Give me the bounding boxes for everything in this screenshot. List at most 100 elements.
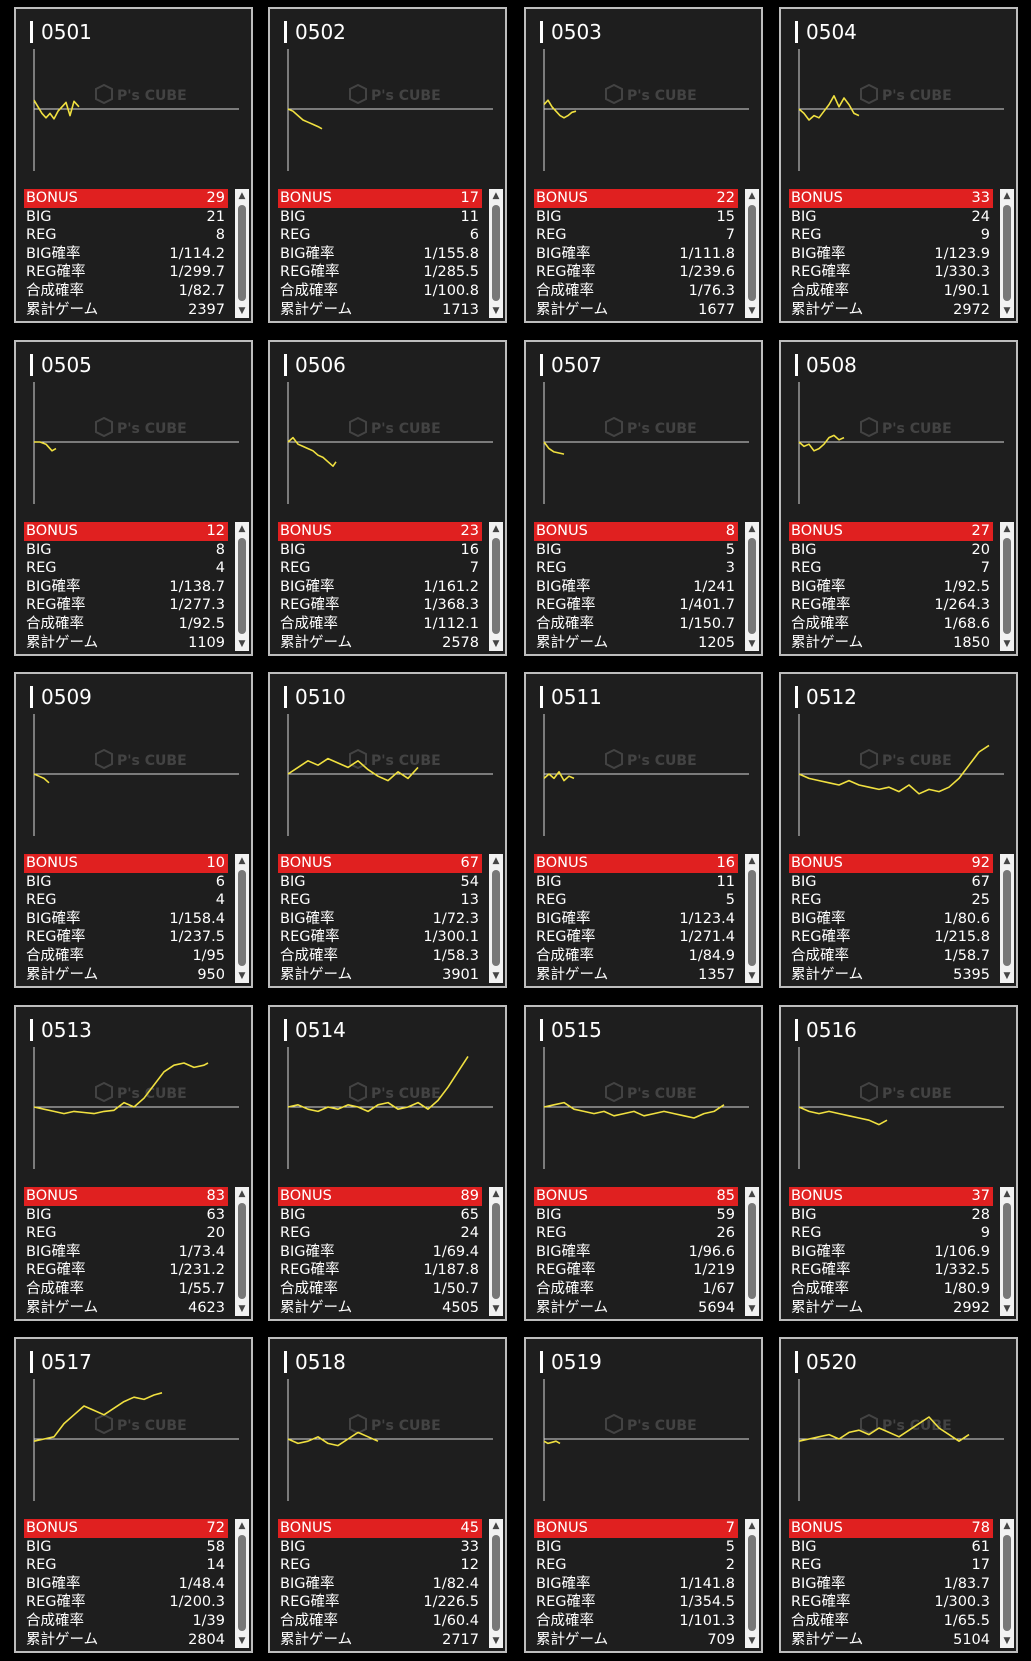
machine-card[interactable]: 0503 P's CUBE BONUS 22 BIG 15 REG 7 BIG確率 1/111.8…	[524, 7, 763, 323]
scroll-thumb[interactable]	[238, 1535, 246, 1631]
triangle-up-icon[interactable]: ▲	[238, 191, 246, 201]
triangle-down-icon[interactable]: ▼	[492, 1636, 500, 1646]
machine-card[interactable]: 0507 P's CUBE BONUS 8 BIG 5 REG 3 BIG確率 1/241 REG確…	[524, 340, 763, 656]
scroll-thumb[interactable]	[1003, 205, 1011, 301]
triangle-up-icon[interactable]: ▲	[1003, 191, 1011, 201]
machine-card[interactable]: 0504 P's CUBE BONUS 33 BIG 24 REG 9 BIG確率 1/123.9…	[779, 7, 1018, 323]
scroll-thumb[interactable]	[492, 1535, 500, 1631]
machine-card[interactable]: 0515 P's CUBE BONUS 85 BIG 59 REG 26 BIG確率 1/96.6…	[524, 1005, 763, 1321]
triangle-up-icon[interactable]: ▲	[748, 191, 756, 201]
triangle-up-icon[interactable]: ▲	[1003, 856, 1011, 866]
triangle-up-icon[interactable]: ▲	[238, 856, 246, 866]
triangle-up-icon[interactable]: ▲	[1003, 1189, 1011, 1199]
triangle-up-icon[interactable]: ▲	[492, 191, 500, 201]
triangle-down-icon[interactable]: ▼	[238, 639, 246, 649]
scroll-thumb[interactable]	[1003, 538, 1011, 634]
triangle-up-icon[interactable]: ▲	[238, 1189, 246, 1199]
triangle-down-icon[interactable]: ▼	[238, 971, 246, 981]
stats-scrollbar[interactable]: ▲ ▼	[489, 1187, 503, 1316]
scroll-thumb[interactable]	[748, 1535, 756, 1631]
machine-card[interactable]: 0509 P's CUBE BONUS 10 BIG 6 REG 4 BIG確率 1/158.4 R…	[14, 672, 253, 988]
machine-card[interactable]: 0501 P's CUBE BONUS 29 BIG 21 REG 8 BIG確率 1/114.2…	[14, 7, 253, 323]
stats-scrollbar[interactable]: ▲ ▼	[489, 1519, 503, 1648]
triangle-down-icon[interactable]: ▼	[492, 639, 500, 649]
triangle-down-icon[interactable]: ▼	[238, 306, 246, 316]
stats-scrollbar[interactable]: ▲ ▼	[745, 189, 759, 318]
triangle-down-icon[interactable]: ▼	[238, 1636, 246, 1646]
machine-card[interactable]: 0519 P's CUBE BONUS 7 BIG 5 REG 2 BIG確率 1/141.8 RE…	[524, 1337, 763, 1653]
machine-card[interactable]: 0508 P's CUBE BONUS 27 BIG 20 REG 7 BIG確率 1/92.5 R…	[779, 340, 1018, 656]
stats-scrollbar[interactable]: ▲ ▼	[489, 522, 503, 651]
scroll-thumb[interactable]	[238, 870, 246, 966]
stats-scrollbar[interactable]: ▲ ▼	[1000, 1519, 1014, 1648]
triangle-down-icon[interactable]: ▼	[748, 639, 756, 649]
scroll-thumb[interactable]	[1003, 1535, 1011, 1631]
triangle-up-icon[interactable]: ▲	[1003, 524, 1011, 534]
stats-scrollbar[interactable]: ▲ ▼	[1000, 522, 1014, 651]
stats-scrollbar[interactable]: ▲ ▼	[235, 854, 249, 983]
scroll-thumb[interactable]	[238, 205, 246, 301]
stats-scrollbar[interactable]: ▲ ▼	[745, 1519, 759, 1648]
triangle-down-icon[interactable]: ▼	[492, 971, 500, 981]
scroll-thumb[interactable]	[238, 1203, 246, 1299]
triangle-down-icon[interactable]: ▼	[748, 1636, 756, 1646]
triangle-up-icon[interactable]: ▲	[492, 524, 500, 534]
machine-card[interactable]: 0520 P's CUBE BONUS 78 BIG 61 REG 17 BIG確率 1/83.7…	[779, 1337, 1018, 1653]
machine-card[interactable]: 0506 P's CUBE BONUS 23 BIG 16 REG 7 BIG確率 1/161.2…	[268, 340, 507, 656]
stats-scrollbar[interactable]: ▲ ▼	[489, 854, 503, 983]
machine-card[interactable]: 0505 P's CUBE BONUS 12 BIG 8 REG 4 BIG確率 1/138.7 R…	[14, 340, 253, 656]
machine-card[interactable]: 0518 P's CUBE BONUS 45 BIG 33 REG 12 BIG確率 1/82.4…	[268, 1337, 507, 1653]
triangle-down-icon[interactable]: ▼	[1003, 306, 1011, 316]
triangle-up-icon[interactable]: ▲	[238, 1521, 246, 1531]
stats-scrollbar[interactable]: ▲ ▼	[235, 522, 249, 651]
stats-scrollbar[interactable]: ▲ ▼	[1000, 1187, 1014, 1316]
scroll-thumb[interactable]	[748, 538, 756, 634]
machine-card[interactable]: 0517 P's CUBE BONUS 72 BIG 58 REG 14 BIG確率 1/48.4…	[14, 1337, 253, 1653]
scroll-thumb[interactable]	[238, 538, 246, 634]
stats-scrollbar[interactable]: ▲ ▼	[489, 189, 503, 318]
stats-scrollbar[interactable]: ▲ ▼	[235, 189, 249, 318]
stats-scrollbar[interactable]: ▲ ▼	[745, 854, 759, 983]
scroll-thumb[interactable]	[748, 870, 756, 966]
scroll-thumb[interactable]	[492, 1203, 500, 1299]
scroll-thumb[interactable]	[492, 870, 500, 966]
triangle-up-icon[interactable]: ▲	[748, 856, 756, 866]
stats-scrollbar[interactable]: ▲ ▼	[745, 522, 759, 651]
triangle-down-icon[interactable]: ▼	[492, 1304, 500, 1314]
stats-scrollbar[interactable]: ▲ ▼	[745, 1187, 759, 1316]
triangle-down-icon[interactable]: ▼	[492, 306, 500, 316]
scroll-thumb[interactable]	[492, 538, 500, 634]
machine-card[interactable]: 0511 P's CUBE BONUS 16 BIG 11 REG 5 BIG確率 1/123.4…	[524, 672, 763, 988]
triangle-up-icon[interactable]: ▲	[748, 1189, 756, 1199]
machine-card[interactable]: 0502 P's CUBE BONUS 17 BIG 11 REG 6 BIG確率 1/155.8…	[268, 7, 507, 323]
triangle-down-icon[interactable]: ▼	[1003, 1636, 1011, 1646]
triangle-down-icon[interactable]: ▼	[1003, 971, 1011, 981]
triangle-up-icon[interactable]: ▲	[492, 1189, 500, 1199]
machine-card[interactable]: 0513 P's CUBE BONUS 83 BIG 63 REG 20 BIG確率 1/73.4…	[14, 1005, 253, 1321]
triangle-down-icon[interactable]: ▼	[748, 306, 756, 316]
stats-scrollbar[interactable]: ▲ ▼	[1000, 189, 1014, 318]
machine-card[interactable]: 0516 P's CUBE BONUS 37 BIG 28 REG 9 BIG確率 1/106.9…	[779, 1005, 1018, 1321]
scroll-thumb[interactable]	[1003, 1203, 1011, 1299]
triangle-up-icon[interactable]: ▲	[1003, 1521, 1011, 1531]
triangle-up-icon[interactable]: ▲	[492, 856, 500, 866]
triangle-down-icon[interactable]: ▼	[1003, 1304, 1011, 1314]
scroll-thumb[interactable]	[748, 205, 756, 301]
triangle-up-icon[interactable]: ▲	[748, 524, 756, 534]
machine-card[interactable]: 0512 P's CUBE BONUS 92 BIG 67 REG 25 BIG確率 1/80.6…	[779, 672, 1018, 988]
machine-card[interactable]: 0510 P's CUBE BONUS 67 BIG 54 REG 13 BIG確率 1/72.3…	[268, 672, 507, 988]
machine-card[interactable]: 0514 P's CUBE BONUS 89 BIG 65 REG 24 BIG確率 1/69.4…	[268, 1005, 507, 1321]
stats-scrollbar[interactable]: ▲ ▼	[235, 1187, 249, 1316]
triangle-down-icon[interactable]: ▼	[748, 1304, 756, 1314]
scroll-thumb[interactable]	[1003, 870, 1011, 966]
scroll-thumb[interactable]	[748, 1203, 756, 1299]
triangle-up-icon[interactable]: ▲	[492, 1521, 500, 1531]
triangle-down-icon[interactable]: ▼	[238, 1304, 246, 1314]
stats-scrollbar[interactable]: ▲ ▼	[1000, 854, 1014, 983]
triangle-up-icon[interactable]: ▲	[238, 524, 246, 534]
stats-scrollbar[interactable]: ▲ ▼	[235, 1519, 249, 1648]
triangle-down-icon[interactable]: ▼	[748, 971, 756, 981]
triangle-up-icon[interactable]: ▲	[748, 1521, 756, 1531]
scroll-thumb[interactable]	[492, 205, 500, 301]
triangle-down-icon[interactable]: ▼	[1003, 639, 1011, 649]
